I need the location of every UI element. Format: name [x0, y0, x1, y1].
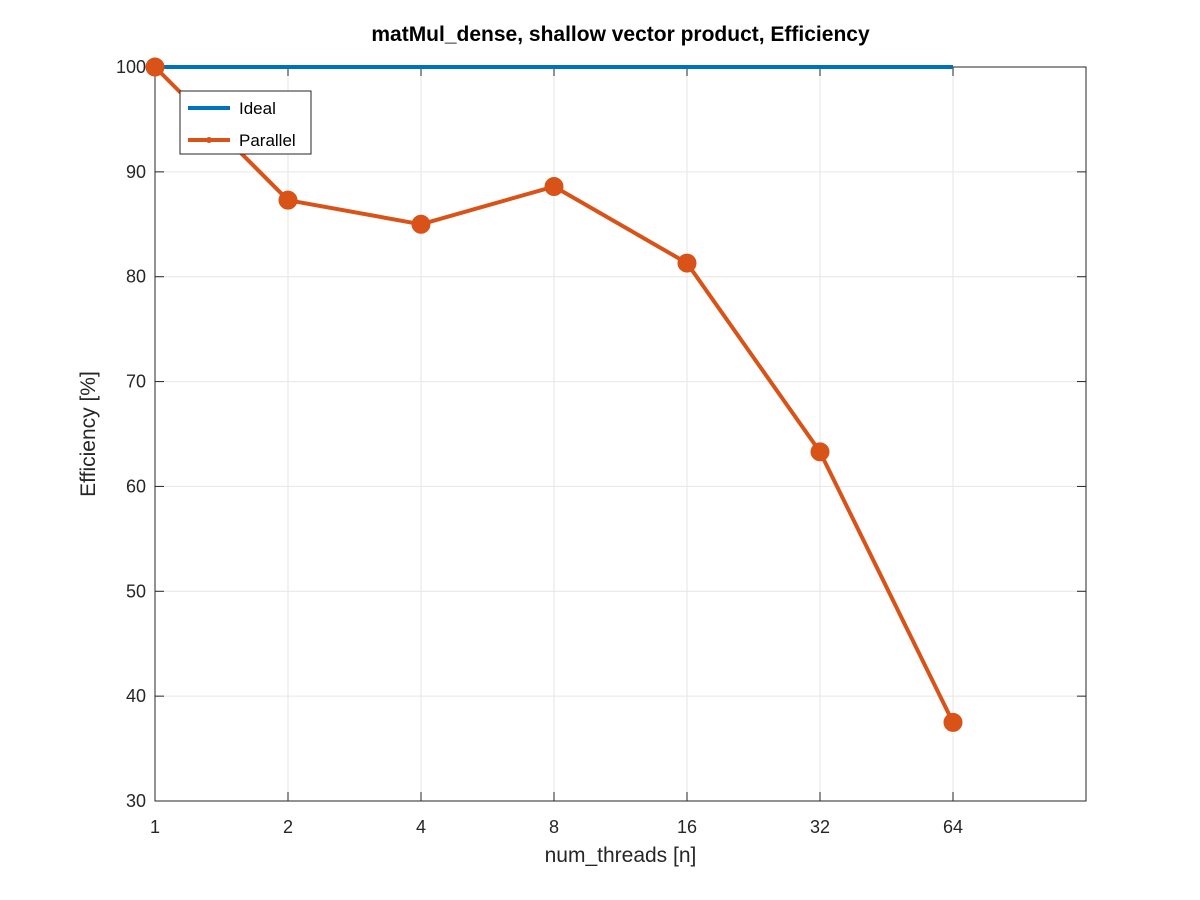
y-tick-label: 100	[116, 57, 146, 77]
legend-marker-parallel	[206, 137, 212, 143]
x-tick-label: 4	[416, 817, 426, 837]
y-tick-label: 60	[126, 476, 146, 496]
y-tick-label: 80	[126, 267, 146, 287]
legend-label-ideal: Ideal	[239, 99, 276, 118]
plot-area	[155, 67, 1086, 801]
data-point-parallel	[411, 214, 431, 234]
x-tick-label: 16	[677, 817, 697, 837]
ticks: 1 2 4 8 16 32 64 30 40 50 60 70 80 90 100	[116, 57, 1086, 837]
data-point-parallel	[145, 57, 165, 77]
x-axis-label: num_threads [n]	[545, 844, 697, 867]
legend-label-parallel: Parallel	[239, 131, 296, 150]
data-point-parallel	[810, 442, 830, 462]
legend-box	[179, 90, 312, 155]
y-tick-label: 70	[126, 372, 146, 392]
y-tick-label: 30	[126, 791, 146, 811]
data-point-parallel	[677, 253, 697, 273]
chart-title: matMul_dense, shallow vector product, Ef…	[371, 23, 870, 46]
x-tick-label: 1	[150, 817, 160, 837]
y-tick-label: 40	[126, 686, 146, 706]
x-tick-label: 32	[810, 817, 830, 837]
data-point-parallel	[278, 190, 298, 210]
y-axis-label: Efficiency [%]	[77, 371, 100, 497]
series	[145, 57, 963, 732]
y-tick-label: 90	[126, 162, 146, 182]
x-tick-label: 64	[943, 817, 963, 837]
x-tick-label: 2	[283, 817, 293, 837]
y-tick-label: 50	[126, 581, 146, 601]
data-point-parallel	[943, 712, 963, 732]
x-tick-label: 8	[549, 817, 559, 837]
legend: Ideal Parallel	[179, 90, 312, 155]
data-point-parallel	[544, 177, 564, 197]
